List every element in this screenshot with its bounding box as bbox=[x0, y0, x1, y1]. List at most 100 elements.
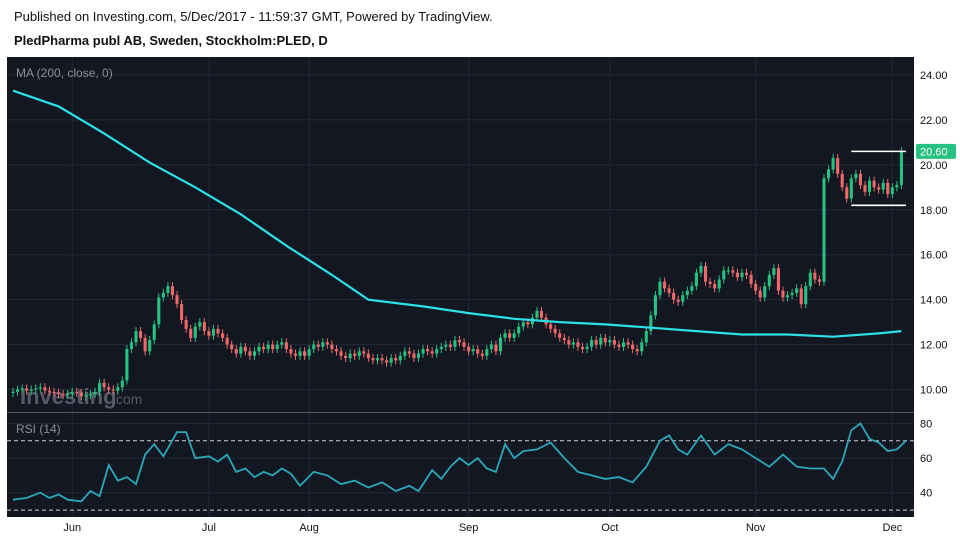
candle-down bbox=[426, 345, 430, 356]
candle-body bbox=[344, 355, 348, 359]
candle-body bbox=[480, 353, 484, 356]
candle-up bbox=[590, 336, 594, 351]
candle-down bbox=[394, 354, 398, 365]
candle-up bbox=[257, 342, 261, 356]
price-tick-label: 24.00 bbox=[920, 70, 948, 82]
candle-up bbox=[681, 291, 685, 306]
candle-body bbox=[134, 331, 138, 343]
candle-down bbox=[57, 388, 61, 399]
candle-body bbox=[658, 281, 662, 296]
candle-body bbox=[184, 319, 188, 329]
candle-body bbox=[603, 337, 607, 343]
candle-down bbox=[672, 288, 676, 304]
candle-up bbox=[421, 345, 425, 358]
candle-body bbox=[348, 353, 352, 359]
candle-down bbox=[840, 169, 844, 192]
candle-body bbox=[416, 353, 421, 359]
candle-down bbox=[631, 340, 635, 354]
candle-body bbox=[398, 355, 402, 361]
candle-body bbox=[804, 286, 808, 305]
candle-body bbox=[389, 358, 393, 363]
candle-body bbox=[494, 344, 498, 352]
candle-up bbox=[854, 169, 858, 183]
candle-down bbox=[567, 336, 571, 349]
candle-body bbox=[16, 389, 20, 392]
candle-down bbox=[271, 340, 275, 354]
candle-down bbox=[462, 338, 466, 351]
candle-up bbox=[280, 338, 284, 349]
candle-down bbox=[61, 389, 65, 400]
candle-body bbox=[221, 333, 225, 338]
candle-body bbox=[580, 346, 585, 350]
candle-up bbox=[321, 338, 325, 351]
candle-body bbox=[371, 358, 375, 361]
candle-up bbox=[193, 322, 197, 342]
candle-down bbox=[43, 383, 47, 395]
candle-body bbox=[708, 281, 712, 284]
candle-up bbox=[129, 338, 134, 354]
candle-up bbox=[608, 336, 612, 347]
candle-down bbox=[234, 345, 238, 358]
candle-body bbox=[43, 387, 47, 391]
candle-up bbox=[161, 288, 165, 302]
candle-body bbox=[93, 391, 97, 395]
candle-body bbox=[111, 389, 115, 391]
last-price-value: 20.60 bbox=[920, 146, 948, 158]
candle-down bbox=[430, 347, 434, 358]
candle-down bbox=[612, 336, 616, 349]
candle-up bbox=[435, 345, 439, 358]
candle-body bbox=[740, 272, 744, 278]
candle-body bbox=[303, 351, 307, 356]
candle-up bbox=[439, 342, 443, 354]
candle-down bbox=[508, 329, 512, 342]
candle-body bbox=[262, 346, 266, 350]
candle-body bbox=[293, 353, 298, 356]
candle-body bbox=[553, 328, 557, 334]
candle-body bbox=[840, 173, 844, 188]
candle-body bbox=[899, 151, 903, 186]
candle-up bbox=[699, 261, 703, 277]
candle-down bbox=[293, 349, 298, 360]
candle-body bbox=[649, 315, 653, 332]
candle-body bbox=[266, 344, 270, 350]
candle-down bbox=[758, 286, 762, 302]
candle-body bbox=[161, 292, 165, 298]
candle-body bbox=[439, 346, 443, 350]
rsi-line bbox=[12, 422, 907, 503]
candle-down bbox=[558, 329, 562, 342]
candle-body bbox=[298, 351, 302, 356]
candle-up bbox=[389, 354, 393, 367]
candle-body bbox=[280, 342, 284, 345]
candle-up bbox=[416, 349, 421, 363]
candle-body bbox=[722, 270, 726, 280]
candle-up bbox=[211, 324, 216, 340]
candle-up bbox=[804, 282, 808, 309]
candle-body bbox=[453, 340, 457, 347]
candle-down bbox=[202, 318, 206, 336]
candle-body bbox=[330, 344, 334, 350]
candle-up bbox=[485, 345, 489, 360]
candle-body bbox=[284, 342, 288, 350]
candle-down bbox=[75, 387, 79, 397]
candle-body bbox=[868, 180, 872, 192]
price-tick-label: 20.00 bbox=[920, 160, 948, 172]
candle-body bbox=[175, 295, 179, 305]
candle-body bbox=[590, 340, 594, 347]
candle-up bbox=[649, 311, 653, 336]
candle-body bbox=[198, 322, 202, 327]
candle-body bbox=[772, 268, 776, 275]
candle-body bbox=[781, 290, 785, 298]
candle-body bbox=[139, 331, 143, 338]
candle-up bbox=[772, 264, 776, 279]
ma-indicator-label: MA (200, close, 0) bbox=[16, 66, 113, 80]
price-axis-background bbox=[914, 57, 960, 517]
symbol-title: PledPharma publ AB, Sweden, Stockholm:PL… bbox=[14, 33, 328, 48]
candle-body bbox=[653, 295, 657, 316]
candle-body bbox=[375, 358, 380, 361]
candle-up bbox=[29, 385, 33, 395]
candle-body bbox=[61, 394, 65, 396]
watermark-brand: Investing bbox=[20, 384, 117, 409]
candle-body bbox=[626, 342, 630, 345]
candle-body bbox=[672, 292, 676, 300]
